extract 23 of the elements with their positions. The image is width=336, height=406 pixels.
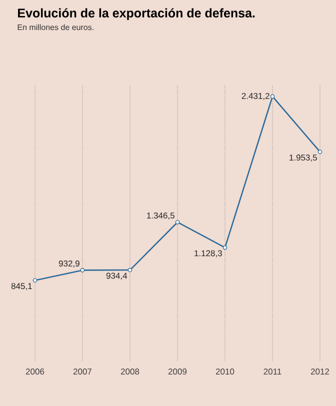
point bbox=[270, 94, 275, 99]
data-label: 932,9 bbox=[58, 260, 80, 268]
data-label: 845,1 bbox=[11, 283, 32, 290]
chart-subtitle: En millones de euros. bbox=[18, 24, 94, 30]
data-label: 2.431,2 bbox=[242, 92, 270, 100]
x-tick-label: 2007 bbox=[73, 368, 92, 375]
point bbox=[32, 278, 38, 283]
x-tick-label: 2006 bbox=[26, 368, 44, 375]
data-label: 1.128,3 bbox=[194, 250, 222, 258]
data-label: 1.346,5 bbox=[147, 212, 174, 220]
point bbox=[222, 245, 228, 250]
point bbox=[80, 268, 85, 272]
x-tick-label: 2011 bbox=[264, 368, 282, 375]
x-tick-label: 2010 bbox=[216, 368, 234, 375]
point bbox=[128, 268, 132, 272]
data-label: 934,4 bbox=[106, 272, 128, 280]
point bbox=[318, 150, 322, 154]
x-tick-label: 2012 bbox=[310, 368, 330, 375]
x-tick-label: 2009 bbox=[168, 368, 187, 375]
x-tick-label: 2008 bbox=[120, 368, 140, 375]
point bbox=[175, 220, 180, 224]
chart-title: Evolución de la exportación de defensa. bbox=[18, 8, 255, 20]
data-label: 1.953,5 bbox=[290, 154, 317, 162]
